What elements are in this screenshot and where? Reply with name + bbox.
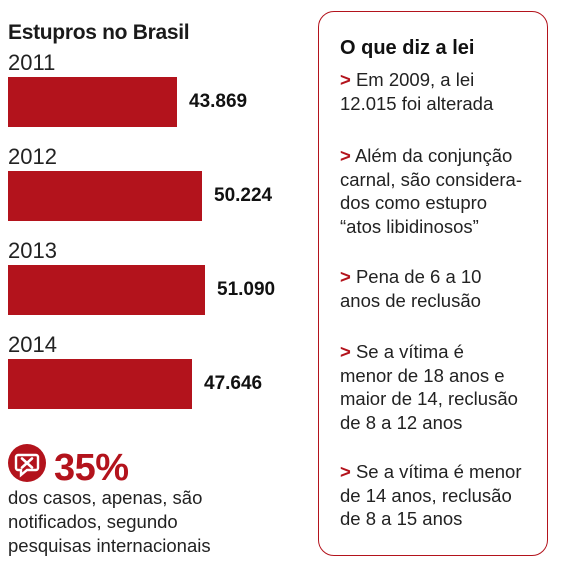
- bar-value-label: 51.090: [217, 279, 276, 300]
- bar: [8, 359, 192, 409]
- year-label: 2013: [8, 238, 57, 263]
- law-item: > Pena de 6 a 10 anos de reclusão: [340, 266, 482, 311]
- arrow-bullet-icon: >: [340, 341, 351, 362]
- law-item: > Se a vítima é menor de 18 anos e maior…: [340, 341, 518, 433]
- stat-line: pesquisas internacionais: [8, 535, 211, 556]
- chart-title: Estupros no Brasil: [8, 21, 190, 44]
- law-item: > Se a vítima é menor de 14 anos, reclus…: [340, 461, 522, 529]
- stat-description: dos casos, apenas, são notificados, segu…: [8, 486, 268, 558]
- no-notification-icon: [8, 444, 46, 482]
- law-panel: [318, 11, 548, 556]
- law-item: > Além da conjunção carnal, são consider…: [340, 145, 523, 237]
- arrow-bullet-icon: >: [340, 145, 351, 166]
- stat-line: notificados, segundo: [8, 511, 178, 532]
- bar: [8, 265, 205, 315]
- stat-percentage: 35%: [54, 447, 129, 489]
- bar-value-label: 50.224: [214, 185, 273, 206]
- arrow-bullet-icon: >: [340, 266, 351, 287]
- stat-line: dos casos, apenas, são: [8, 487, 203, 508]
- year-label: 2014: [8, 332, 57, 357]
- bar: [8, 77, 177, 127]
- bar-value-label: 43.869: [189, 91, 248, 112]
- arrow-bullet-icon: >: [340, 461, 351, 482]
- arrow-bullet-icon: >: [340, 69, 351, 90]
- year-label: 2011: [8, 50, 56, 75]
- year-label: 2012: [8, 144, 57, 169]
- law-item: > Em 2009, a lei 12.015 foi alterada: [340, 69, 494, 114]
- bar-value-label: 47.646: [204, 373, 263, 394]
- bar: [8, 171, 202, 221]
- law-title: O que diz a lei: [340, 37, 475, 59]
